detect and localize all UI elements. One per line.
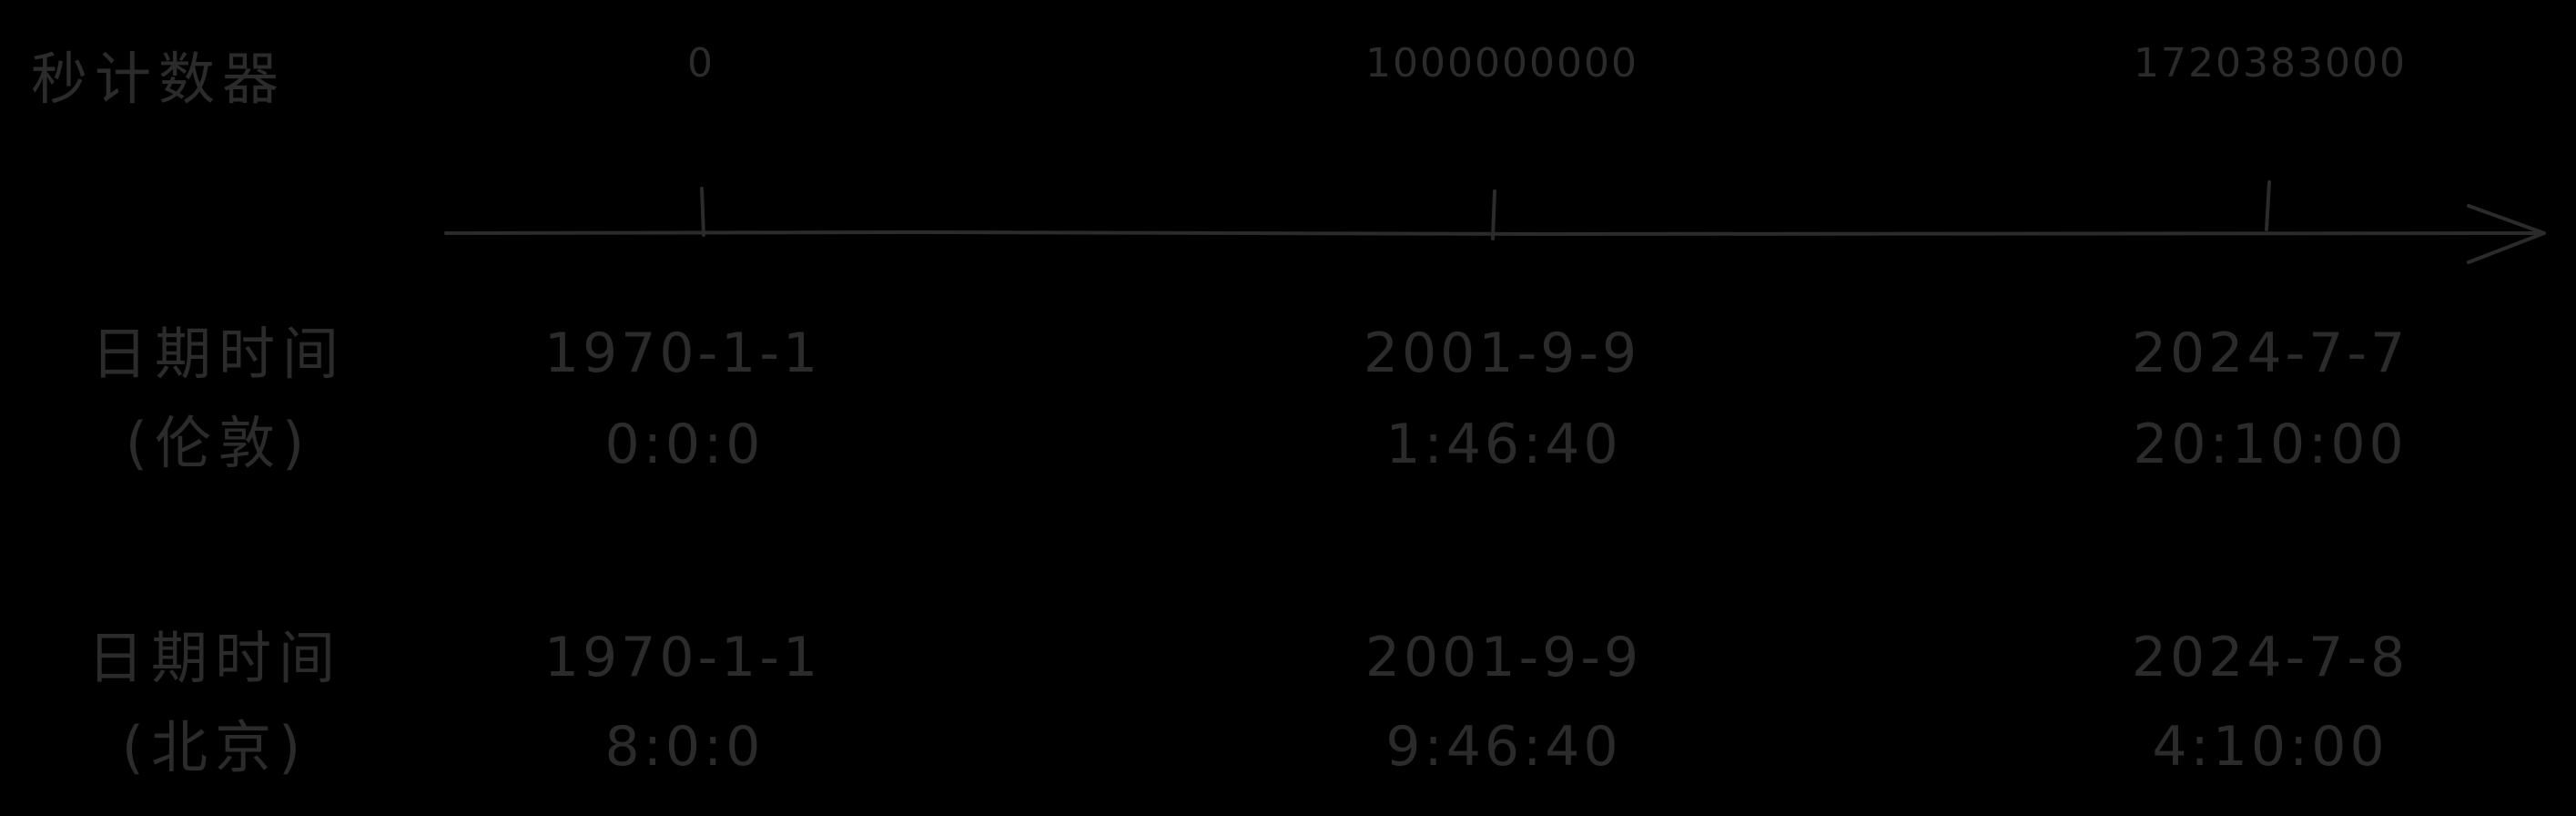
timeline-axis-line <box>444 230 2546 237</box>
tick-2-beijing-time: 9:46:40 <box>1385 715 1622 779</box>
tick-3-london-time: 20:10:00 <box>2133 413 2408 476</box>
tick-mark-2 <box>1491 189 1496 240</box>
tick-1-counter-value: 0 <box>687 40 715 87</box>
counter-row-label: 秒计数器 <box>31 46 287 112</box>
tick-1-beijing-date: 1970-1-1 <box>543 626 822 689</box>
tick-mark-3 <box>2265 180 2271 231</box>
tick-3-london-date: 2024-7-7 <box>2131 321 2409 385</box>
tick-1-london-date: 1970-1-1 <box>543 321 822 385</box>
london-row-label-line2: (伦敦) <box>125 410 312 476</box>
tick-3-beijing-date: 2024-7-8 <box>2131 626 2409 689</box>
tick-mark-1 <box>700 187 705 237</box>
tick-2-beijing-date: 2001-9-9 <box>1364 626 1643 689</box>
tick-1-london-time: 0:0:0 <box>604 413 765 476</box>
beijing-row-label-line1: 日期时间 <box>86 625 343 691</box>
timeline-arrow-head <box>2467 204 2546 264</box>
tick-2-london-date: 2001-9-9 <box>1363 321 1641 385</box>
tick-3-beijing-time: 4:10:00 <box>2152 715 2388 779</box>
beijing-row-label-line2: (北京) <box>121 714 309 780</box>
tick-3-counter-value: 1720383000 <box>2134 40 2407 87</box>
tick-2-london-time: 1:46:40 <box>1385 413 1622 476</box>
london-row-label-line1: 日期时间 <box>90 321 347 387</box>
tick-2-counter-value: 1000000000 <box>1365 40 1638 87</box>
tick-1-beijing-time: 8:0:0 <box>604 715 765 779</box>
